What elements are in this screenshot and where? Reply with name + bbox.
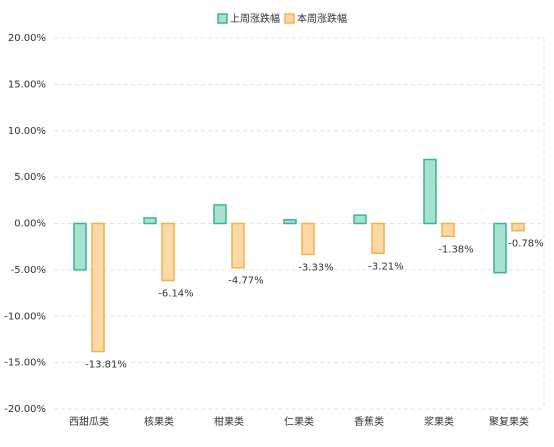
x-tick-label: 仁果类 xyxy=(284,415,314,428)
value-label: -1.38% xyxy=(438,244,473,255)
bar xyxy=(441,222,455,238)
value-label: -3.33% xyxy=(298,262,333,273)
x-tick-label: 聚复果类 xyxy=(489,415,529,428)
bar xyxy=(301,222,315,256)
x-tick-label: 核果类 xyxy=(144,415,174,428)
bar xyxy=(231,222,245,269)
legend-label: 本周涨跌幅 xyxy=(297,12,347,25)
bar xyxy=(143,217,157,225)
value-label: -3.21% xyxy=(368,261,403,272)
x-tick-label: 香蕉类 xyxy=(354,415,384,428)
value-label: -4.77% xyxy=(228,276,263,287)
bar xyxy=(371,222,385,255)
y-tick-label: 5.00% xyxy=(14,172,46,183)
y-tick-label: 0.00% xyxy=(14,219,46,230)
legend-swatch xyxy=(217,13,228,24)
bar xyxy=(493,222,507,274)
y-tick-label: -20.00% xyxy=(4,404,46,415)
x-tick-label: 浆果类 xyxy=(424,415,454,428)
value-label: -13.81% xyxy=(85,360,127,371)
value-label: -6.14% xyxy=(158,288,193,299)
bar xyxy=(73,222,87,271)
bar xyxy=(283,219,297,225)
value-label: -0.78% xyxy=(508,239,543,250)
y-tick-label: 15.00% xyxy=(8,79,46,90)
y-tick-label: -5.00% xyxy=(11,265,46,276)
bar xyxy=(161,222,175,282)
bar xyxy=(353,214,367,225)
y-tick-label: -10.00% xyxy=(4,311,46,322)
x-tick-label: 西甜瓜类 xyxy=(69,415,109,428)
legend-label: 上周涨跌幅 xyxy=(230,12,280,25)
bar xyxy=(91,222,105,353)
legend-swatch xyxy=(284,13,295,24)
bar xyxy=(511,222,525,232)
y-tick-label: 20.00% xyxy=(8,33,46,44)
y-tick-label: 10.00% xyxy=(8,126,46,137)
bar xyxy=(213,204,227,225)
y-tick-label: -15.00% xyxy=(4,358,46,369)
x-tick-label: 柑果类 xyxy=(214,415,244,428)
bar xyxy=(423,158,437,225)
